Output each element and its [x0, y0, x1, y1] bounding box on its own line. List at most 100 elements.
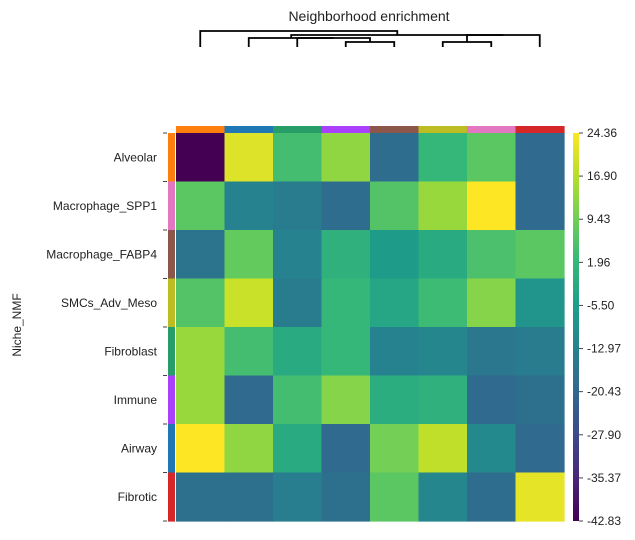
colorbar-ticks: 24.36 16.90 9.43 1.96 -5.50 -12.97 -20.43 -27.9… [579, 126, 621, 528]
column-color-swatch [176, 126, 226, 133]
heatmap-cell [321, 133, 371, 183]
column-color-swatch [273, 126, 323, 133]
heatmap-cell [224, 424, 274, 474]
heatmap-cell [224, 230, 274, 280]
column-color-swatch [224, 126, 274, 133]
heatmap-cell [370, 133, 420, 183]
row-color-swatch [168, 230, 175, 280]
heatmap-cell [515, 424, 565, 474]
row-color-swatch [168, 181, 175, 231]
row-color-swatch [168, 133, 175, 183]
colorbar-tick-label: -27.90 [587, 428, 621, 442]
colorbar-tick-label: -42.83 [587, 514, 621, 528]
heatmap-cell [370, 181, 420, 231]
heatmap-cell [273, 375, 323, 425]
heatmap-cell [370, 424, 420, 474]
colorbar-tick-label: 16.90 [587, 169, 617, 183]
row-color-bar [168, 133, 175, 522]
column-color-swatch [515, 126, 565, 133]
row-label: Immune [114, 393, 158, 407]
heatmap-cell [224, 327, 274, 377]
heatmap-cell [467, 327, 517, 377]
heatmap-cell [467, 133, 517, 183]
heatmap-cell [176, 375, 226, 425]
heatmap-cell [418, 424, 468, 474]
heatmap-cell [176, 230, 226, 280]
heatmap-cell [321, 424, 371, 474]
heatmap-cell [515, 181, 565, 231]
heatmap-cell [224, 133, 274, 183]
column-dendrogram [199, 30, 541, 47]
row-label: Macrophage_SPP1 [53, 199, 157, 213]
dendrogram-link [441, 41, 493, 47]
row-label: Macrophage_FABP4 [46, 247, 157, 261]
heatmap-cell [370, 230, 420, 280]
heatmap-cell [418, 230, 468, 280]
row-color-swatch [168, 424, 175, 474]
row-color-swatch [168, 472, 175, 522]
heatmap-cell [273, 181, 323, 231]
colorbar-tick-label: 24.36 [587, 126, 617, 140]
heatmap-cell [321, 472, 371, 522]
dendrogram-link [247, 37, 334, 47]
heatmap-cell [418, 133, 468, 183]
heatmap-cell [418, 327, 468, 377]
column-color-swatch [321, 126, 371, 133]
heatmap-cell [321, 375, 371, 425]
heatmap-cell [273, 278, 323, 328]
heatmap-cell [370, 278, 420, 328]
heatmap-cell [273, 230, 323, 280]
column-color-swatch [467, 126, 517, 133]
heatmap-cell [515, 375, 565, 425]
heatmap-cells [176, 133, 565, 522]
heatmap-cell [467, 424, 517, 474]
heatmap-cell [176, 424, 226, 474]
heatmap-cell [418, 278, 468, 328]
heatmap-cell [515, 472, 565, 522]
column-color-swatch [370, 126, 420, 133]
row-label: Fibroblast [104, 344, 157, 358]
heatmap-cell [515, 327, 565, 377]
row-color-swatch [168, 278, 175, 328]
heatmap-cell [418, 181, 468, 231]
heatmap-cell [515, 230, 565, 280]
heatmap-cell [224, 472, 274, 522]
heatmap-cell [176, 133, 226, 183]
heatmap-cell [176, 181, 226, 231]
heatmap-cell [515, 278, 565, 328]
colorbar-tick-label: -5.50 [587, 298, 615, 312]
heatmap-cell [176, 327, 226, 377]
heatmap-cell [273, 133, 323, 183]
colorbar [573, 133, 579, 521]
heatmap-cell [224, 375, 274, 425]
heatmap-cell [224, 181, 274, 231]
heatmap-cell [418, 472, 468, 522]
heatmap-cell [321, 230, 371, 280]
row-labels: Alveolar Macrophage_SPP1 Macrophage_FABP4 S… [46, 150, 157, 504]
dendrogram-link [290, 34, 504, 38]
dendrogram-root [199, 30, 399, 47]
column-color-swatch [418, 126, 468, 133]
column-color-bar [176, 126, 565, 133]
heatmap-cell [273, 327, 323, 377]
heatmap-cell [370, 375, 420, 425]
heatmap-cell [467, 181, 517, 231]
dendrogram-link [344, 41, 396, 47]
row-label: Fibrotic [118, 490, 157, 504]
colorbar-tick-label: -12.97 [587, 342, 621, 356]
heatmap-cell [321, 327, 371, 377]
row-label: Alveolar [114, 150, 157, 164]
row-color-swatch [168, 327, 175, 377]
colorbar-tick-label: 1.96 [587, 255, 611, 269]
heatmap-cell [321, 181, 371, 231]
dendrogram-link [466, 34, 541, 47]
heatmap-cell [515, 133, 565, 183]
heatmap-cell [467, 230, 517, 280]
heatmap-cell [273, 472, 323, 522]
row-label: SMCs_Adv_Meso [61, 296, 157, 310]
heatmap-cell [467, 278, 517, 328]
colorbar-tick-label: -20.43 [587, 385, 621, 399]
heatmap-cell [467, 375, 517, 425]
heatmap-cell [370, 472, 420, 522]
row-color-swatch [168, 375, 175, 425]
